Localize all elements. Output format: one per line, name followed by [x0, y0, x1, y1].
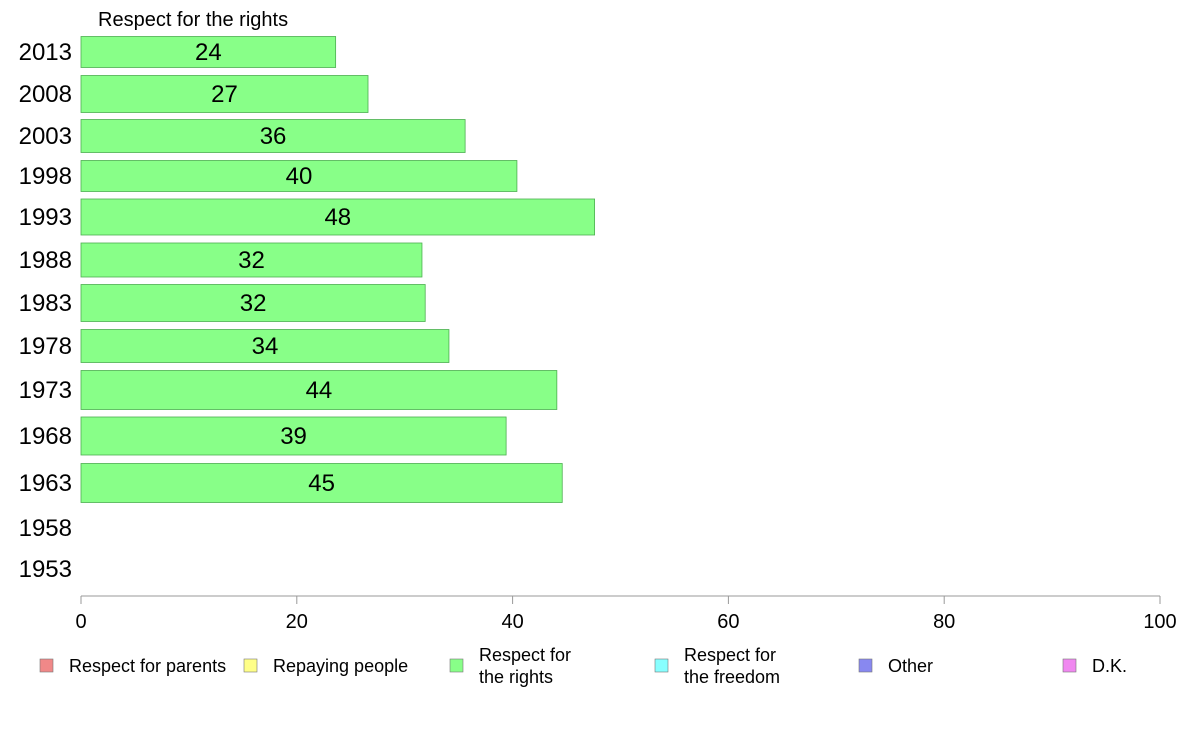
year-label-2013: 2013 [19, 39, 72, 66]
value-label-1988: 32 [238, 247, 265, 274]
legend-label-3: Respect for the freedom [684, 645, 780, 687]
value-label-1973: 44 [306, 377, 333, 404]
x-tick-label-60: 60 [717, 611, 739, 633]
value-label-1978: 34 [252, 333, 279, 360]
year-label-1958: 1958 [19, 515, 72, 542]
bar-2013 [80, 36, 337, 68]
value-label-1983: 32 [240, 290, 267, 317]
legend-label-4: Other [888, 656, 933, 676]
value-label-2013: 24 [195, 39, 222, 66]
year-label-2003: 2003 [19, 123, 72, 150]
bars-layer [80, 36, 596, 503]
x-tick-label-20: 20 [286, 611, 308, 633]
year-label-1968: 1968 [19, 423, 72, 450]
value-label-1993: 48 [324, 204, 351, 231]
legend-swatch-1 [243, 658, 258, 673]
legend: Respect for parents Repaying people Respec… [39, 645, 1127, 687]
value-label-1998: 40 [286, 163, 313, 190]
bar-2008 [80, 75, 369, 113]
bar-1983 [80, 284, 426, 322]
year-label-1983: 1983 [19, 290, 72, 317]
bar-1998 [80, 160, 518, 192]
legend-swatch-3 [654, 658, 669, 673]
x-tick-label-0: 0 [75, 611, 86, 633]
legend-swatch-5 [1062, 658, 1077, 673]
bar-1988 [80, 242, 423, 278]
legend-swatch-2 [449, 658, 464, 673]
bar-1968 [80, 416, 507, 456]
year-label-1963: 1963 [19, 470, 72, 497]
bar-1978 [80, 329, 450, 363]
bar-1993 [80, 198, 596, 236]
legend-label-0: Respect for parents [69, 656, 226, 676]
chart-title: Respect for the rights [98, 9, 288, 31]
year-label-1998: 1998 [19, 163, 72, 190]
bar-1973 [80, 370, 558, 410]
year-label-1973: 1973 [19, 377, 72, 404]
x-tick-label-80: 80 [933, 611, 955, 633]
year-label-2008: 2008 [19, 81, 72, 108]
legend-swatch-0 [39, 658, 54, 673]
year-label-1953: 1953 [19, 556, 72, 583]
value-label-2003: 36 [260, 123, 287, 150]
legend-label-5: D.K. [1092, 656, 1127, 676]
x-tick-label-40: 40 [501, 611, 523, 633]
x-axis: 0 20 40 60 80 100 [75, 595, 1177, 633]
value-label-2008: 27 [211, 81, 238, 108]
bar-2003 [80, 119, 466, 153]
legend-label-1: Repaying people [273, 656, 408, 676]
year-labels: 2013 2008 2003 1998 1993 1988 1983 1978 1973 1968… [19, 39, 72, 583]
legend-label-2: Respect for the rights [479, 645, 571, 687]
value-label-1968: 39 [280, 423, 307, 450]
bar-1963 [80, 463, 563, 503]
year-label-1978: 1978 [19, 333, 72, 360]
year-label-1993: 1993 [19, 204, 72, 231]
legend-swatch-4 [858, 658, 873, 673]
x-tick-label-100: 100 [1143, 611, 1176, 633]
value-label-1963: 45 [308, 470, 335, 497]
year-label-1988: 1988 [19, 247, 72, 274]
